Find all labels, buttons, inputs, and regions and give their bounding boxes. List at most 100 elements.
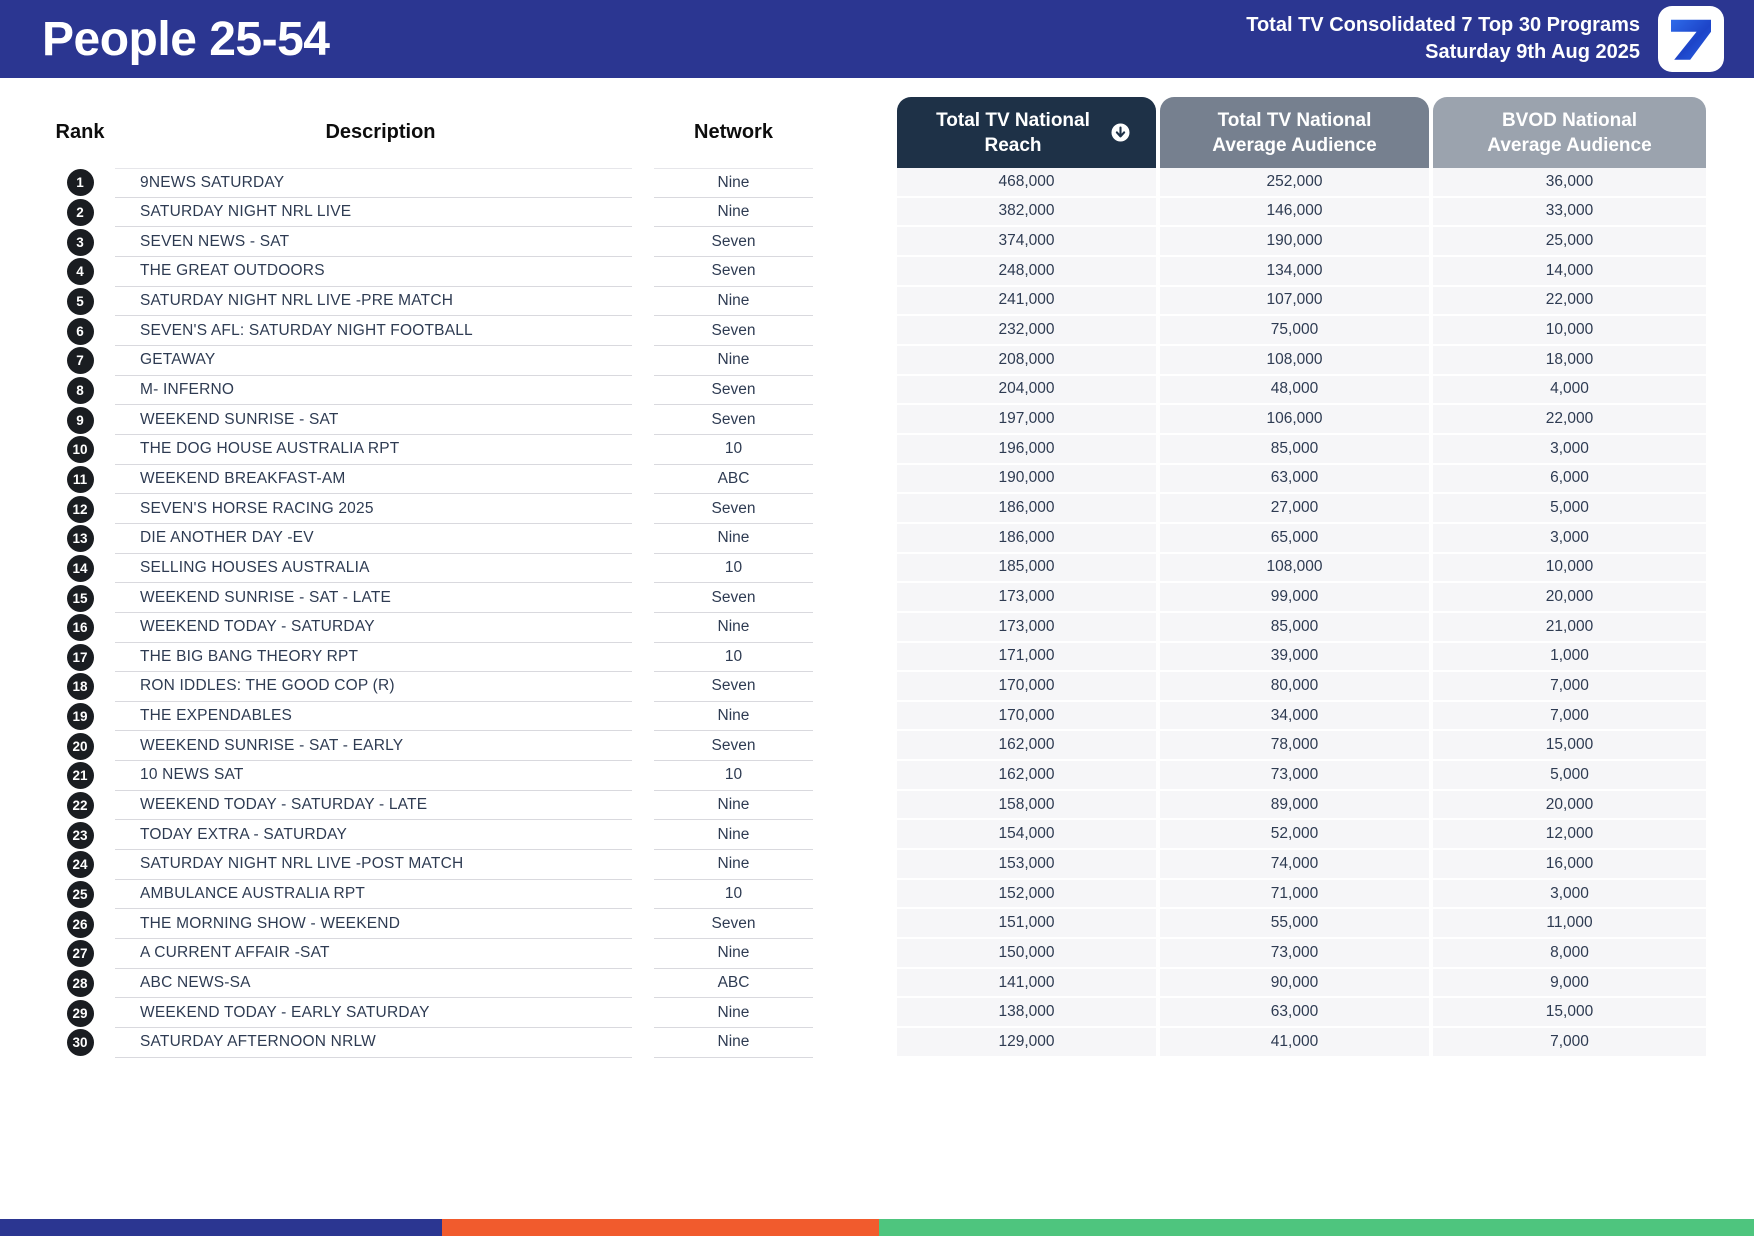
network-name: Seven [654, 376, 813, 406]
avg-audience-value: 85,000 [1156, 612, 1429, 643]
reach-value: 153,000 [897, 850, 1156, 880]
avg-audience-value: 63,000 [1156, 998, 1429, 1029]
rank-cell: 23 [45, 820, 115, 850]
footer-segment-blue [0, 1219, 442, 1236]
network-name: Seven [654, 257, 813, 287]
rank-cell: 25 [45, 880, 115, 910]
rank-badge: 7 [66, 347, 94, 375]
program-description: THE BIG BANG THEORY RPT [115, 643, 632, 673]
table-row: 18 RON IDDLES: THE GOOD COP (R) Seven 170,0… [45, 672, 1706, 702]
avg-audience-value: 99,000 [1156, 583, 1429, 613]
table-row: 13 DIE ANOTHER DAY -EV Nine 186,000 65,000 3,… [45, 523, 1706, 554]
avg-audience-value: 55,000 [1156, 909, 1429, 940]
network-name: Nine [654, 939, 813, 969]
reach-value: 468,000 [897, 168, 1156, 198]
bvod-audience-value: 9,000 [1429, 968, 1706, 999]
bvod-audience-value: 10,000 [1429, 553, 1706, 584]
bvod-audience-value: 15,000 [1429, 731, 1706, 762]
bvod-audience-value: 3,000 [1429, 879, 1706, 910]
network-name: Seven [654, 909, 813, 940]
network-name: Seven [654, 494, 813, 524]
bvod-audience-value: 8,000 [1429, 939, 1706, 969]
reach-value: 190,000 [897, 464, 1156, 495]
reach-value: 208,000 [897, 345, 1156, 376]
avg-audience-value: 41,000 [1156, 1028, 1429, 1058]
avg-audience-value: 75,000 [1156, 316, 1429, 346]
avg-audience-value: 190,000 [1156, 227, 1429, 257]
network-name: 10 [654, 880, 813, 910]
rank-cell: 19 [45, 702, 115, 732]
rank-cell: 5 [45, 287, 115, 317]
rank-badge: 30 [66, 1029, 94, 1057]
footer-segment-green [879, 1219, 1754, 1236]
avg-audience-value: 65,000 [1156, 523, 1429, 554]
table-row: 10 THE DOG HOUSE AUSTRALIA RPT 10 196,000 85… [45, 434, 1706, 465]
reach-value: 129,000 [897, 1028, 1156, 1058]
network-name: Seven [654, 405, 813, 435]
bvod-audience-value: 16,000 [1429, 850, 1706, 880]
avg-audience-value: 90,000 [1156, 968, 1429, 999]
program-description: WEEKEND BREAKFAST-AM [115, 465, 632, 495]
rank-cell: 13 [45, 524, 115, 554]
column-header-avg-audience: Total TV National Average Audience [1160, 97, 1429, 168]
table-row: 4 THE GREAT OUTDOORS Seven 248,000 134,000 14… [45, 256, 1706, 287]
table-row: 3 SEVEN NEWS - SAT Seven 374,000 190,000 25,0… [45, 227, 1706, 257]
rank-badge: 24 [66, 851, 94, 879]
bvod-audience-value: 3,000 [1429, 434, 1706, 465]
rank-cell: 20 [45, 731, 115, 761]
column-header-total-reach[interactable]: Total TV National Reach [897, 97, 1156, 168]
program-description: WEEKEND TODAY - EARLY SATURDAY [115, 998, 632, 1029]
bvod-audience-value: 10,000 [1429, 316, 1706, 346]
rank-badge: 8 [66, 376, 94, 404]
network-name: Seven [654, 672, 813, 702]
network-name: Nine [654, 346, 813, 376]
rank-cell: 6 [45, 316, 115, 346]
network-name: Nine [654, 1028, 813, 1058]
column-header-description: Description [325, 121, 436, 143]
table-row: 25 AMBULANCE AUSTRALIA RPT 10 152,000 71,000… [45, 879, 1706, 910]
rank-badge: 1 [66, 169, 94, 197]
network-name: Nine [654, 791, 813, 821]
avg-audience-value: 48,000 [1156, 375, 1429, 406]
avg-audience-value: 108,000 [1156, 345, 1429, 376]
reach-value: 185,000 [897, 553, 1156, 584]
footer-segment-orange [442, 1219, 879, 1236]
reach-value: 204,000 [897, 375, 1156, 406]
reach-value: 151,000 [897, 909, 1156, 940]
program-description: SATURDAY AFTERNOON NRLW [115, 1028, 632, 1058]
program-description: SEVEN'S HORSE RACING 2025 [115, 494, 632, 524]
column-header-bvod-audience-label: BVOD National Average Audience [1487, 109, 1652, 156]
table-row: 8 M- INFERNO Seven 204,000 48,000 4,000 [45, 375, 1706, 406]
network-name: Nine [654, 524, 813, 554]
table-body: 1 9NEWS SATURDAY Nine 468,000 252,000 36,000 2… [45, 168, 1706, 1058]
reach-value: 162,000 [897, 761, 1156, 791]
reach-value: 186,000 [897, 494, 1156, 524]
program-description: THE MORNING SHOW - WEEKEND [115, 909, 632, 940]
rank-cell: 27 [45, 939, 115, 969]
bvod-audience-value: 5,000 [1429, 494, 1706, 524]
bvod-audience-value: 21,000 [1429, 612, 1706, 643]
rank-badge: 20 [66, 732, 94, 760]
network-name: Nine [654, 998, 813, 1029]
program-description: WEEKEND SUNRISE - SAT - LATE [115, 583, 632, 613]
reach-value: 186,000 [897, 523, 1156, 554]
network-name: Nine [654, 702, 813, 732]
bvod-audience-value: 7,000 [1429, 672, 1706, 702]
column-header-total-reach-label: Total TV National Reach [936, 109, 1090, 156]
rank-cell: 18 [45, 672, 115, 702]
table-row: 17 THE BIG BANG THEORY RPT 10 171,000 39,000… [45, 642, 1706, 673]
table-row: 23 TODAY EXTRA - SATURDAY Nine 154,000 52,00… [45, 820, 1706, 851]
report-subtitle-line1: Total TV Consolidated 7 Top 30 Programs [1246, 14, 1640, 36]
rank-cell: 2 [45, 198, 115, 228]
avg-audience-value: 85,000 [1156, 434, 1429, 465]
rank-cell: 10 [45, 435, 115, 465]
rank-cell: 21 [45, 761, 115, 791]
avg-audience-value: 134,000 [1156, 256, 1429, 287]
bvod-audience-value: 22,000 [1429, 405, 1706, 435]
rank-cell: 7 [45, 346, 115, 376]
avg-audience-value: 63,000 [1156, 464, 1429, 495]
avg-audience-value: 52,000 [1156, 820, 1429, 851]
rank-cell: 22 [45, 791, 115, 821]
rank-cell: 1 [45, 168, 115, 198]
